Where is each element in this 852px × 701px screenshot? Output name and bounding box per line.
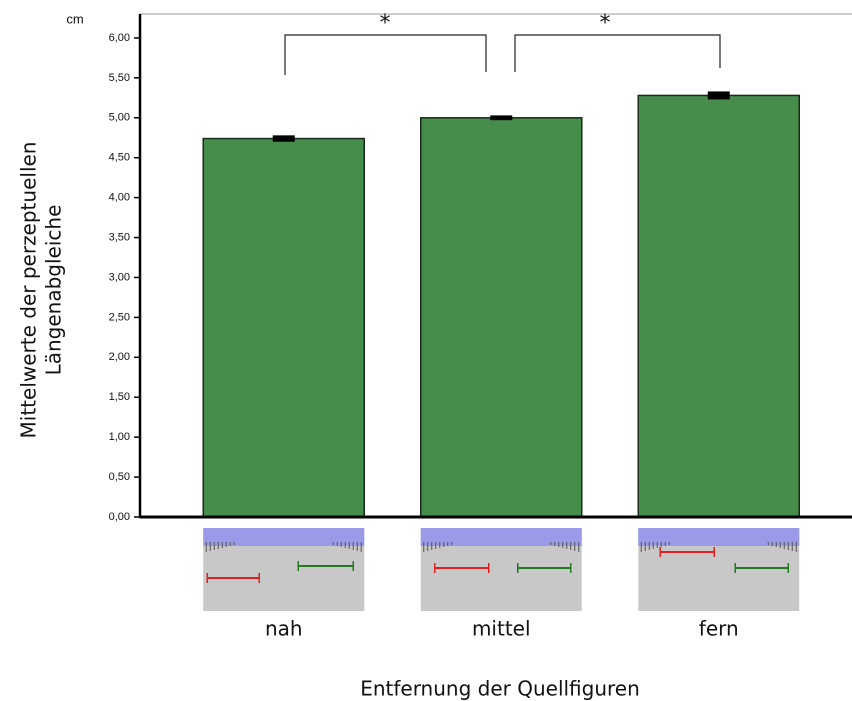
- y-tick-label: 4,50: [109, 152, 130, 164]
- error-bar: [490, 115, 513, 121]
- bar: [420, 117, 583, 518]
- y-tick-label: 5,50: [109, 72, 130, 84]
- y-axis-title: Mittelwerte der perzeptuellen Längenabgl…: [17, 142, 66, 439]
- unit-label: cm: [66, 11, 83, 26]
- y-tick-label: 3,00: [109, 271, 130, 283]
- x-axis-title: Entfernung der Quellfiguren: [360, 677, 640, 701]
- y-tick-label: 0,00: [109, 511, 130, 523]
- thumb-sky: [203, 528, 365, 546]
- significance-mark: *: [600, 11, 611, 36]
- y-tick-label: 2,50: [109, 311, 130, 323]
- y-tick-label: 1,00: [109, 431, 130, 443]
- y-tick-label: 2,00: [109, 351, 130, 363]
- bar: [637, 94, 800, 518]
- y-tick-label: 5,00: [109, 112, 130, 124]
- x-tick-label: nah: [265, 617, 303, 641]
- y-label-line: Längenabgleiche: [42, 205, 66, 376]
- thumb-sky: [638, 528, 800, 546]
- thumb-sky: [420, 528, 582, 546]
- x-tick-label: fern: [699, 617, 739, 641]
- x-tick-label: mittel: [472, 617, 531, 641]
- y-tick-label: 6,00: [109, 32, 130, 44]
- y-label-line: Mittelwerte der perzeptuellen: [17, 142, 41, 439]
- y-tick-label: 1,50: [109, 391, 130, 403]
- bracket: [284, 34, 487, 75]
- y-tick-label: 0,50: [109, 471, 130, 483]
- bracket: [514, 34, 721, 72]
- significance-brackets: [284, 34, 721, 75]
- significance-mark: *: [380, 11, 391, 36]
- y-tick-label: 3,50: [109, 231, 130, 243]
- error-bar: [707, 91, 730, 100]
- error-bar: [272, 135, 295, 142]
- y-tick-label: 4,00: [109, 192, 130, 204]
- bar: [202, 137, 365, 518]
